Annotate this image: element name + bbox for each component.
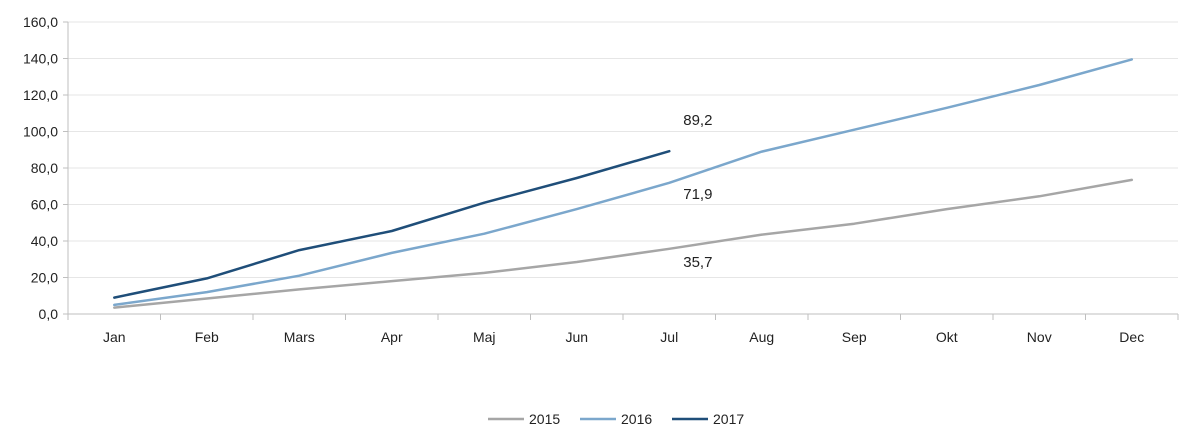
y-tick-label: 100,0 — [23, 124, 58, 140]
x-tick-label: Nov — [1027, 329, 1052, 345]
data-label-2015: 35,7 — [683, 254, 712, 271]
x-tick-label: Mars — [284, 329, 315, 345]
y-tick-label: 140,0 — [23, 51, 58, 67]
x-tick-label: Okt — [936, 329, 958, 345]
x-tick-label: Aug — [749, 329, 774, 345]
x-tick-label: Jun — [565, 329, 588, 345]
series-line-2016 — [113, 58, 1134, 307]
axes — [63, 21, 1179, 320]
y-tick-label: 60,0 — [31, 197, 58, 213]
x-tick-label: Jan — [103, 329, 126, 345]
y-tick-label: 40,0 — [31, 233, 58, 249]
gridlines — [68, 21, 1178, 278]
x-tick-label: Sep — [842, 329, 867, 345]
y-axis-ticks: 0,0 20,0 40,0 60,0 80,0 100,0 120,0 140,0 160,0 — [23, 14, 58, 322]
y-tick-label: 80,0 — [31, 160, 58, 176]
series-line-2017 — [113, 149, 671, 299]
y-tick-label: 120,0 — [23, 87, 58, 103]
data-label-2016: 71,9 — [683, 186, 712, 203]
x-axis-ticks: Jan Feb Mars Apr Maj Jun Jul Aug Sep Okt Nov Dec — [103, 329, 1144, 345]
x-tick-label: Dec — [1119, 329, 1144, 345]
data-label-2017: 89,2 — [683, 112, 712, 129]
x-tick-label: Feb — [195, 329, 219, 345]
series-lines — [113, 58, 1134, 309]
x-tick-label: Apr — [381, 329, 403, 345]
x-tick-label: Maj — [473, 329, 496, 345]
y-tick-label: 20,0 — [31, 270, 58, 286]
legend-label-2016: 2016 — [621, 411, 652, 427]
y-tick-label: 160,0 — [23, 14, 58, 30]
legend-label-2015: 2015 — [529, 411, 560, 427]
y-tick-label: 0,0 — [39, 306, 59, 322]
legend: 2015 2016 2017 — [488, 411, 744, 427]
data-labels: 89,2 71,9 35,7 — [683, 112, 712, 271]
x-tick-label: Jul — [660, 329, 678, 345]
legend-label-2017: 2017 — [713, 411, 744, 427]
series-line-2015 — [113, 178, 1134, 309]
